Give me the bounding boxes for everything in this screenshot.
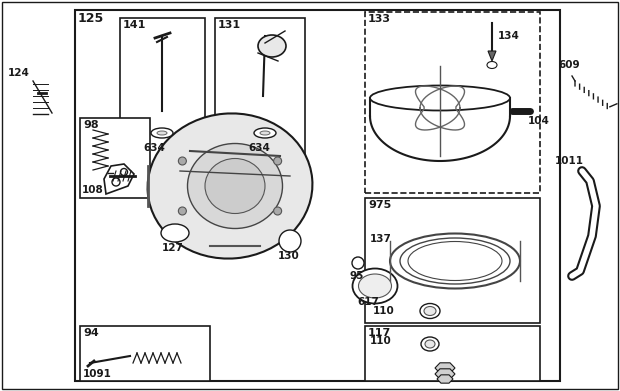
Ellipse shape	[420, 303, 440, 319]
Text: 110: 110	[370, 336, 392, 346]
Text: 130: 130	[278, 251, 299, 261]
Text: 133: 133	[368, 14, 391, 24]
Ellipse shape	[157, 131, 167, 135]
Text: 137: 137	[370, 234, 392, 244]
Text: 110: 110	[373, 306, 395, 316]
Ellipse shape	[421, 337, 439, 351]
Ellipse shape	[425, 340, 435, 348]
Ellipse shape	[148, 113, 312, 258]
Ellipse shape	[353, 269, 397, 303]
Ellipse shape	[424, 307, 436, 316]
Circle shape	[273, 157, 281, 165]
Bar	[365, 12, 540, 193]
Text: 95: 95	[349, 271, 363, 281]
Polygon shape	[435, 363, 455, 373]
Text: 127: 127	[162, 243, 184, 253]
Polygon shape	[437, 375, 453, 383]
Bar	[75, 10, 560, 381]
Text: 634: 634	[248, 143, 270, 153]
Ellipse shape	[161, 224, 189, 242]
Ellipse shape	[205, 158, 265, 213]
Text: 125: 125	[78, 12, 104, 25]
Ellipse shape	[390, 233, 520, 289]
Polygon shape	[488, 51, 496, 61]
Ellipse shape	[151, 128, 173, 138]
Ellipse shape	[187, 143, 283, 228]
Ellipse shape	[370, 86, 510, 111]
Polygon shape	[435, 369, 455, 379]
Ellipse shape	[408, 242, 502, 280]
Ellipse shape	[254, 128, 276, 138]
Text: 117: 117	[368, 328, 391, 338]
Ellipse shape	[352, 257, 364, 269]
Text: 131: 131	[218, 20, 241, 30]
Circle shape	[273, 207, 281, 215]
Text: 141: 141	[123, 20, 146, 30]
Text: 98: 98	[83, 120, 99, 130]
Ellipse shape	[258, 35, 286, 57]
Bar	[80, 326, 210, 381]
Text: 108: 108	[82, 185, 104, 195]
Circle shape	[179, 157, 187, 165]
Text: 94: 94	[83, 328, 99, 338]
Text: eReplacementParts.com: eReplacementParts.com	[242, 201, 378, 210]
Text: 1091: 1091	[83, 369, 112, 379]
Bar	[80, 118, 150, 198]
Text: 1011: 1011	[555, 156, 584, 166]
Ellipse shape	[260, 131, 270, 135]
Ellipse shape	[400, 238, 510, 284]
Bar	[120, 18, 205, 166]
Text: 134: 134	[498, 31, 520, 41]
Bar	[215, 18, 305, 166]
Text: 617: 617	[357, 297, 379, 307]
Text: 634: 634	[143, 143, 165, 153]
Text: 609: 609	[558, 60, 580, 70]
Ellipse shape	[279, 230, 301, 252]
Bar	[365, 198, 540, 323]
Text: 124: 124	[8, 68, 30, 78]
Bar	[365, 326, 540, 381]
Ellipse shape	[487, 61, 497, 68]
Ellipse shape	[358, 274, 391, 298]
Circle shape	[179, 207, 187, 215]
Text: 104: 104	[528, 116, 550, 126]
Text: 975: 975	[368, 200, 391, 210]
